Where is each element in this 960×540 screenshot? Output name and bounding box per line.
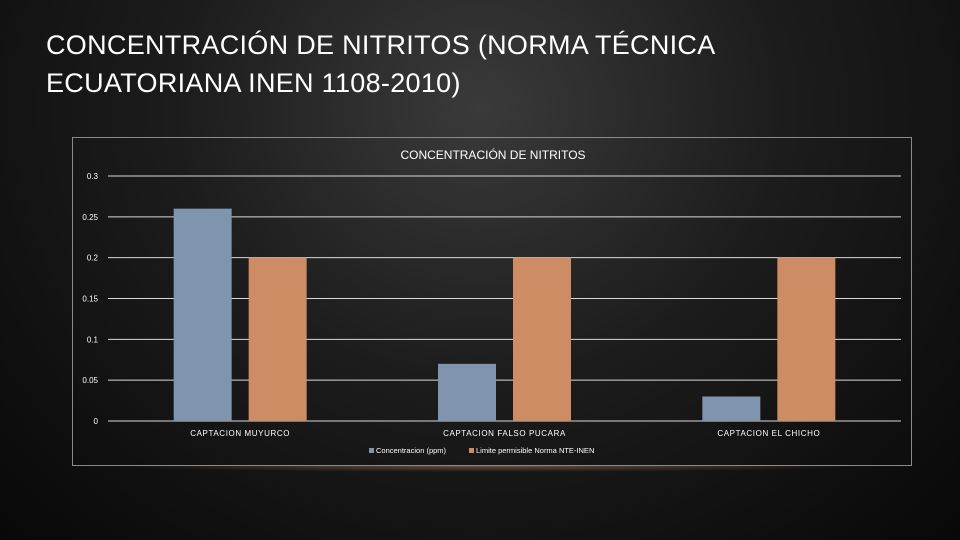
x-tick-label: CAPTACION MUYURCO [190,429,290,438]
bar-chart: CONCENTRACIÓN DE NITRITOS 0 0.05 0.1 0.15 0.2… [82,147,901,455]
slide-title: CONCENTRACIÓN DE NITRITOS (NORMA TÉCNICA… [46,30,715,98]
y-tick-label: 0.1 [87,335,99,344]
legend-swatch [369,448,374,453]
legend-label: Concentracion (ppm) [376,446,447,455]
bar-concentracion [438,363,496,421]
chart-title: CONCENTRACIÓN DE NITRITOS [400,147,585,162]
bar-limite [248,257,307,421]
legend-label: Limite permisible Norma NTE-INEN [476,446,594,455]
bar-limite [777,257,836,421]
x-tick-label: CAPTACION EL CHICHO [717,429,820,438]
y-tick-label: 0.2 [87,254,99,263]
y-tick-label: 0.3 [87,172,99,181]
bar-concentracion [702,396,761,421]
legend-swatch [469,448,474,453]
x-tick-label: CAPTACION FALSO PUCARA [443,429,566,438]
y-tick-label: 0.25 [82,213,98,222]
bar-concentracion [173,208,232,421]
y-tick-label: 0 [94,417,99,426]
chart-area: CONCENTRACIÓN DE NITRITOS 0 0.05 0.1 0.15 0.2… [72,137,912,466]
chart-reflection [110,466,870,472]
bar-limite [513,257,571,421]
y-tick-label: 0.05 [82,376,98,385]
y-tick-label: 0.15 [82,295,98,304]
